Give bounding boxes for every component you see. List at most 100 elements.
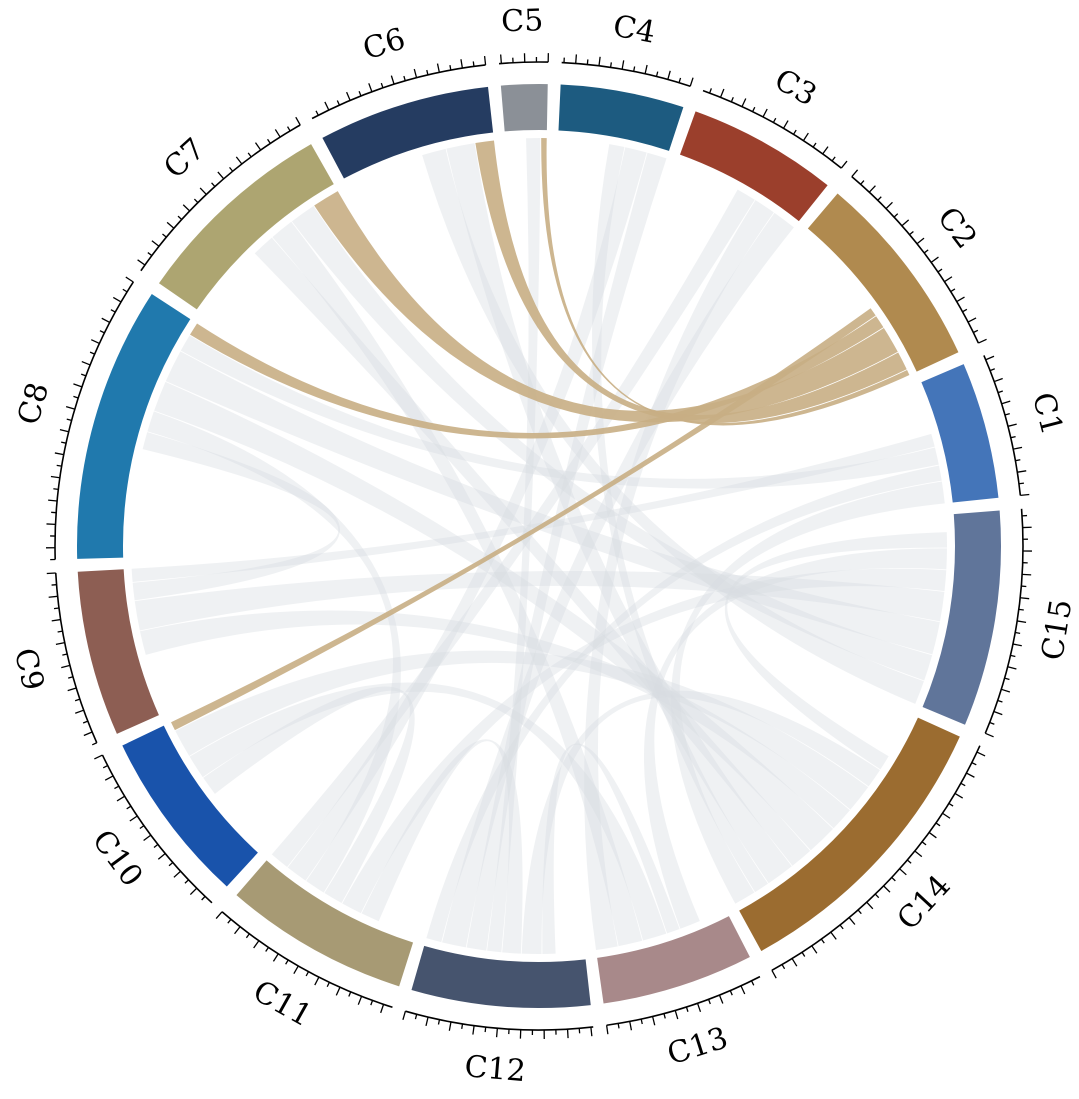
tick-c9 [62,653,68,656]
tick-c12 [484,1026,487,1033]
segment-c14 [739,717,960,952]
segment-c13 [597,916,750,1004]
tick-c8 [99,330,105,334]
tick-c8 [89,351,95,355]
tick-c1 [1010,435,1016,439]
tick-c14 [928,831,937,839]
tick-c7 [217,171,225,180]
tick-c13 [718,994,724,1004]
tick-c1 [1013,446,1023,450]
segment-c1 [921,364,999,503]
axis-arc-c2 [851,176,980,344]
tick-c9 [57,630,63,633]
tick-c14 [914,850,923,858]
tick-c12 [472,1025,475,1035]
segment-label-c1: C1 [1025,389,1069,439]
segment-label-c7: C7 [157,132,212,186]
tick-c6 [324,101,330,111]
tick-c11 [335,986,341,996]
link-c2-c10 [171,308,876,731]
tick-c12 [402,1011,407,1021]
tick-c4 [609,62,612,68]
tick-c8 [110,309,116,313]
tick-c15 [1001,688,1011,693]
tick-c4 [633,66,636,72]
tick-c7 [147,252,153,257]
segment-label-c2: C2 [930,201,983,256]
tick-c11 [253,940,260,949]
tick-c1 [1020,493,1030,497]
tick-c3 [772,117,777,123]
tick-c14 [960,782,966,787]
tick-c8 [73,395,79,399]
axis-arc-c1 [983,355,1022,496]
tick-c10 [153,843,159,848]
segment-c4 [558,84,684,151]
link-c3-c12 [442,212,794,948]
tick-c11 [348,991,352,997]
tick-c12 [414,1014,418,1020]
tick-c1 [993,377,1003,383]
tick-c4 [655,71,659,77]
axis-arc-c12 [405,1010,594,1031]
tick-c8 [50,475,60,479]
segment-label-c12: C12 [463,1049,527,1089]
tick-c8 [81,360,91,366]
tick-c11 [357,996,363,1005]
link-c11-c15 [342,568,947,914]
tick-c14 [781,964,786,970]
tick-c8 [80,373,87,377]
link-c8-c14 [154,381,834,851]
tick-c1 [997,390,1004,394]
link-c11-c12 [361,739,523,954]
tick-c8 [112,296,122,303]
tick-c6 [358,91,362,97]
tick-c11 [314,976,320,986]
tick-c4 [586,59,589,65]
tick-c10 [201,895,206,901]
tick-c8 [66,418,72,422]
tick-c8 [101,317,111,323]
tick-c14 [839,924,844,930]
segment-label-c15: C15 [1035,597,1079,663]
tick-c7 [211,182,216,187]
tick-c10 [94,754,103,760]
tick-c2 [851,169,859,178]
link-c10-c11 [203,686,415,904]
tick-c14 [948,802,954,807]
tick-c10 [184,879,189,884]
tick-c14 [935,822,941,827]
segment-label-c14: C14 [891,868,958,937]
axis-arc-c8 [54,281,135,560]
tick-c13 [651,1016,656,1026]
tick-c7 [267,138,271,144]
tick-c7 [137,259,146,266]
tick-c14 [771,969,777,979]
tick-c4 [678,77,682,83]
tick-c9 [68,676,74,679]
tick-c3 [802,132,809,141]
tick-c6 [368,83,373,92]
tick-c11 [293,965,299,975]
segments-layer [77,83,1002,1008]
tick-c7 [235,156,243,165]
tick-c12 [461,1023,464,1029]
axis-arc-c11 [221,911,393,1009]
axis-arc-c13 [606,975,761,1027]
tick-c15 [1007,666,1017,670]
tick-c15 [1010,654,1016,658]
tick-c14 [942,812,951,819]
tick-c6 [346,91,351,101]
tick-c11 [272,953,279,962]
tick-c11 [245,933,250,939]
tick-c6 [390,75,395,85]
tick-c13 [729,990,733,996]
tick-c12 [566,1029,569,1039]
tick-c2 [893,213,899,218]
tick-c2 [916,237,925,245]
tick-c11 [265,946,270,952]
tick-c12 [590,1027,593,1037]
tick-c12 [448,1021,452,1031]
link-c8-c15 [165,351,940,655]
tick-c14 [891,876,896,882]
